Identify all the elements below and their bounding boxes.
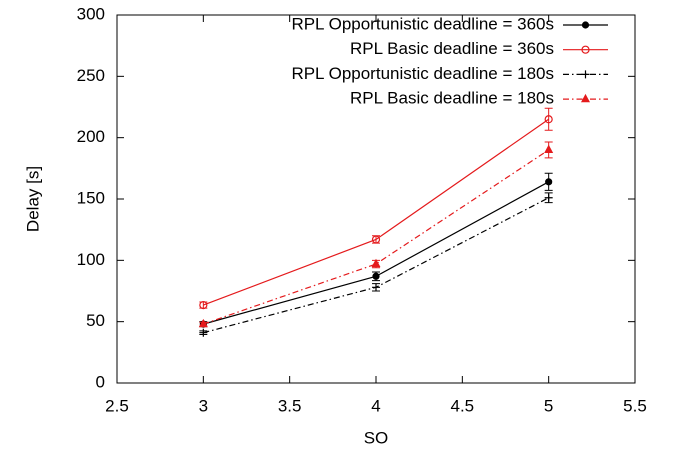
x-tick-label: 4 xyxy=(371,396,380,415)
y-tick-label: 200 xyxy=(77,127,105,146)
point xyxy=(545,178,553,186)
legend-label: RPL Basic deadline = 180s xyxy=(350,89,554,108)
point xyxy=(371,258,381,268)
x-tick-label: 2.5 xyxy=(105,396,129,415)
x-tick-label: 3.5 xyxy=(278,396,302,415)
point xyxy=(198,318,208,328)
series-line xyxy=(203,149,549,325)
point xyxy=(581,21,590,29)
point xyxy=(199,301,208,310)
x-tick-label: 4.5 xyxy=(451,396,475,415)
point xyxy=(372,272,380,280)
legend-label: RPL Opportunistic deadline = 180s xyxy=(291,64,554,83)
legend-label: RPL Opportunistic deadline = 360s xyxy=(291,14,554,33)
point xyxy=(544,115,553,124)
y-tick-label: 300 xyxy=(77,4,105,23)
point xyxy=(581,45,590,54)
y-tick-label: 250 xyxy=(77,66,105,85)
x-tick-label: 5.5 xyxy=(623,396,647,415)
series-line xyxy=(203,181,549,325)
y-axis-label: Delay [s] xyxy=(23,166,42,232)
x-tick-label: 5 xyxy=(544,396,553,415)
point xyxy=(544,144,554,154)
y-tick-label: 150 xyxy=(77,188,105,207)
y-tick-label: 0 xyxy=(96,372,105,391)
point xyxy=(371,235,381,244)
legend-label: RPL Basic deadline = 360s xyxy=(350,39,554,58)
point xyxy=(372,283,380,292)
y-tick-label: 100 xyxy=(77,250,105,269)
y-tick-label: 50 xyxy=(86,311,105,330)
point xyxy=(544,193,553,202)
error-bar xyxy=(544,107,553,131)
x-tick-label: 3 xyxy=(199,396,208,415)
point xyxy=(199,328,208,337)
x-axis-label: SO xyxy=(364,428,389,447)
point xyxy=(581,70,590,79)
point xyxy=(580,93,591,103)
